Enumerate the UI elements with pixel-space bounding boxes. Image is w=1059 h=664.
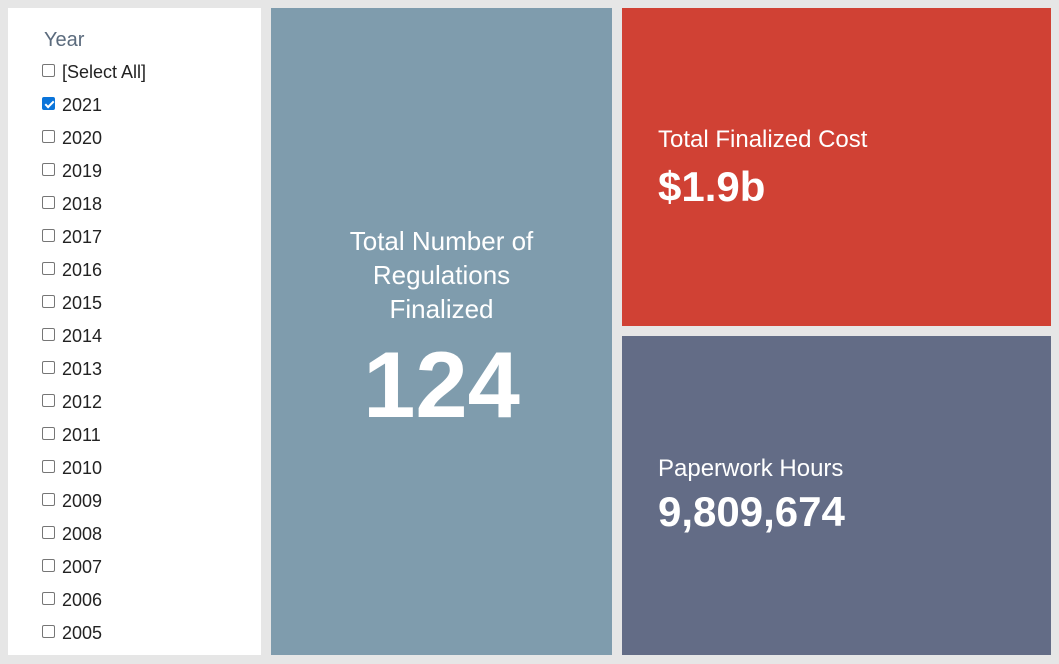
filter-item-label: 2016 — [62, 260, 103, 280]
filter-item-2006[interactable]: 2006 — [42, 584, 146, 617]
filter-item-label: 2021 — [62, 95, 103, 115]
filter-item-2005[interactable]: 2005 — [42, 617, 146, 650]
filter-item-label: 2015 — [62, 293, 103, 313]
checkbox[interactable] — [42, 196, 55, 209]
filter-item-label: 2011 — [62, 425, 101, 445]
filter-item-label: 2018 — [62, 194, 103, 214]
checkbox[interactable] — [42, 361, 55, 374]
checkbox[interactable] — [42, 427, 55, 440]
filter-item-label: 2006 — [62, 590, 103, 610]
checkbox[interactable] — [42, 559, 55, 572]
filter-item-2014[interactable]: 2014 — [42, 320, 146, 353]
filter-item-label: 2012 — [62, 392, 103, 412]
checkbox[interactable] — [42, 394, 55, 407]
checkbox[interactable] — [42, 328, 55, 341]
filter-item-2008[interactable]: 2008 — [42, 518, 146, 551]
hours-card: Paperwork Hours 9,809,674 — [622, 336, 1051, 655]
cost-card: Total Finalized Cost $1.9b — [622, 8, 1051, 326]
filter-item-2019[interactable]: 2019 — [42, 155, 146, 188]
checkbox[interactable] — [42, 163, 55, 176]
filter-item-label: [Select All] — [62, 62, 147, 82]
checkbox[interactable] — [42, 493, 55, 506]
filter-item-2013[interactable]: 2013 — [42, 353, 146, 386]
regulations-label: Total Number of Regulations Finalized — [349, 226, 534, 324]
checkbox[interactable] — [42, 592, 55, 605]
hours-label: Paperwork Hours — [658, 455, 844, 482]
year-filter-list: [Select All] 2021 2020 2019 2018 2017 2016 2015… — [42, 56, 146, 650]
checkbox[interactable] — [42, 64, 55, 77]
hours-value: 9,809,674 — [658, 488, 845, 535]
checkbox[interactable] — [42, 229, 55, 242]
cost-label: Total Finalized Cost — [658, 126, 868, 153]
filter-item-2018[interactable]: 2018 — [42, 188, 146, 221]
filter-item-select-all[interactable]: [Select All] — [42, 56, 146, 89]
checkbox[interactable] — [42, 262, 55, 275]
checkbox[interactable] — [42, 97, 55, 110]
filter-item-2010[interactable]: 2010 — [42, 452, 146, 485]
filter-item-2021[interactable]: 2021 — [42, 89, 146, 122]
filter-item-label: 2019 — [62, 161, 103, 181]
year-filter-panel: Year [Select All] 2021 2020 2019 2018 2017 201… — [8, 8, 261, 655]
filter-item-2015[interactable]: 2015 — [42, 287, 146, 320]
checkbox[interactable] — [42, 460, 55, 473]
filter-item-label: 2017 — [62, 227, 103, 247]
cost-value: $1.9b — [658, 163, 766, 210]
checkbox[interactable] — [42, 130, 55, 143]
filter-item-label: 2014 — [62, 326, 103, 346]
checkbox[interactable] — [42, 526, 55, 539]
filter-item-2020[interactable]: 2020 — [42, 122, 146, 155]
filter-item-2016[interactable]: 2016 — [42, 254, 146, 287]
regulations-value: 124 — [363, 332, 520, 437]
filter-item-label: 2005 — [62, 623, 103, 643]
checkbox[interactable] — [42, 625, 55, 638]
filter-item-label: 2009 — [62, 491, 103, 511]
filter-item-label: 2007 — [62, 557, 103, 577]
filter-item-2007[interactable]: 2007 — [42, 551, 146, 584]
filter-item-label: 2013 — [62, 359, 103, 379]
filter-item-label: 2008 — [62, 524, 103, 544]
filter-item-2011[interactable]: 2011 — [42, 419, 146, 452]
filter-item-2012[interactable]: 2012 — [42, 386, 146, 419]
filter-item-2009[interactable]: 2009 — [42, 485, 146, 518]
filter-item-label: 2010 — [62, 458, 103, 478]
regulations-card: Total Number of Regulations Finalized 12… — [271, 8, 612, 655]
year-filter-title: Year — [44, 29, 85, 51]
filter-item-2017[interactable]: 2017 — [42, 221, 146, 254]
checkbox[interactable] — [42, 295, 55, 308]
filter-item-label: 2020 — [62, 128, 103, 148]
